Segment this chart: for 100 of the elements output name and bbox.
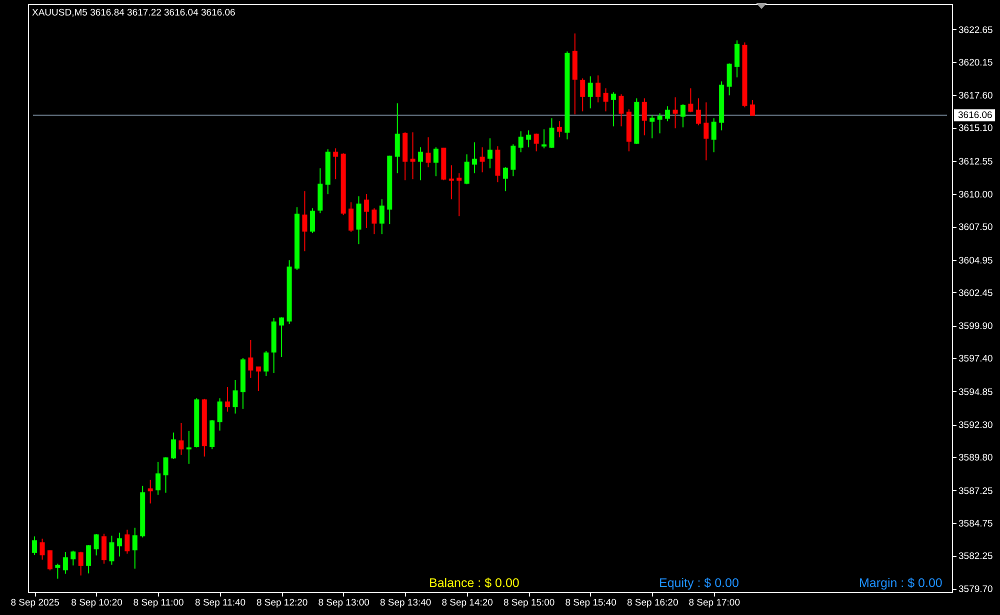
candlestick	[642, 98, 647, 136]
annotation: Balance : $ 0.00	[429, 576, 520, 590]
candlestick	[310, 208, 315, 234]
candlestick	[55, 563, 60, 580]
x-tick-label: 8 Sep 15:00	[503, 598, 555, 608]
candlestick	[248, 340, 254, 378]
candlestick	[472, 142, 478, 174]
y-tick-label: 3617.60	[958, 90, 993, 102]
y-tick-label: 3582.25	[958, 551, 993, 562]
candlestick	[32, 536, 38, 556]
candlestick	[526, 130, 532, 148]
candlestick	[256, 366, 261, 392]
candlestick	[618, 94, 624, 127]
candlestick	[62, 552, 68, 574]
candlestick	[688, 88, 694, 113]
candlestick	[448, 164, 454, 200]
y-tick-label: 3589.80	[958, 452, 993, 464]
candlestick	[464, 154, 470, 185]
chart-title: XAUUSD,M5 3616.84 3617.22 3616.04 3616.06	[32, 8, 236, 18]
y-tick-label: 3612.55	[958, 156, 993, 168]
candlestick	[279, 316, 284, 358]
candlestick	[665, 106, 670, 122]
candlestick	[225, 386, 230, 412]
annotation: Margin : $ 0.00	[859, 576, 942, 590]
candlestick	[264, 350, 269, 376]
x-tick-label: 8 Sep 11:40	[195, 598, 246, 608]
candlestick	[178, 422, 184, 456]
candlestick	[156, 461, 161, 496]
y-tick-label: 3604.95	[958, 255, 993, 266]
candlestick	[410, 132, 416, 180]
candlestick	[433, 146, 438, 177]
candlestick	[47, 550, 52, 571]
y-tick-label: 3594.85	[958, 386, 993, 398]
x-tick-label: 8 Sep 16:20	[626, 598, 678, 608]
candlestick	[603, 88, 608, 112]
candlestick	[170, 432, 176, 460]
candlestick	[596, 74, 601, 103]
candlestick	[379, 198, 384, 235]
candlestick	[232, 379, 238, 414]
candlestick	[86, 544, 92, 574]
candlestick	[534, 133, 539, 152]
candlestick	[611, 92, 616, 127]
x-tick-label: 8 Sep 2025	[10, 598, 60, 608]
candlestick	[542, 128, 547, 149]
candlestick	[726, 62, 732, 96]
candlestick	[364, 194, 369, 228]
x-tick-label: 8 Sep 13:00	[318, 598, 370, 608]
candlestick	[109, 535, 114, 566]
y-tick-label: 3587.25	[958, 486, 993, 497]
y-tick-label: 3622.65	[958, 24, 993, 36]
candlestick	[186, 430, 192, 464]
candlestick	[750, 100, 755, 116]
candlestick	[650, 114, 655, 139]
x-tick-label: 8 Sep 12:20	[256, 598, 308, 608]
ref-line-label: 3616.06	[958, 110, 992, 122]
candlestick	[580, 78, 586, 112]
candlestick	[549, 118, 554, 148]
candlestick	[348, 202, 354, 232]
candlestick	[680, 104, 686, 128]
y-tick-label: 3592.30	[958, 420, 993, 432]
x-tick-label: 8 Sep 10:20	[71, 598, 122, 608]
y-tick-label: 3620.15	[958, 57, 993, 68]
candlestick	[302, 190, 308, 252]
y-tick-label: 3607.50	[958, 222, 993, 234]
candlestick	[148, 479, 153, 504]
candlestick	[696, 98, 701, 126]
x-tick-label: 8 Sep 13:40	[380, 598, 432, 608]
y-tick-label: 3579.70	[958, 584, 993, 596]
candlestick	[734, 40, 740, 78]
annotation: Equity : $ 0.00	[659, 576, 739, 590]
candlestick	[78, 551, 84, 576]
candlestick	[456, 172, 462, 217]
candlestick	[657, 112, 662, 134]
candlestick	[116, 532, 122, 557]
candlestick	[372, 208, 377, 235]
candlestick	[588, 76, 593, 109]
candlestick	[333, 148, 338, 180]
candlestick	[70, 550, 76, 566]
candlestick	[40, 538, 45, 560]
candlestick	[556, 120, 562, 138]
x-tick-label: 8 Sep 11:00	[133, 598, 184, 608]
candlestick	[510, 144, 516, 177]
candlestick	[672, 96, 678, 129]
x-tick-label: 8 Sep 17:00	[688, 598, 740, 608]
candlestick	[418, 146, 424, 181]
y-tick-label: 3584.75	[958, 518, 993, 530]
candlestick	[518, 130, 524, 153]
candlestick	[480, 146, 485, 173]
candlestick	[488, 138, 492, 169]
y-tick-label: 3599.90	[958, 321, 993, 332]
y-tick-label: 3602.45	[958, 288, 993, 299]
candlestick	[217, 398, 222, 432]
candlestick	[704, 102, 709, 161]
y-tick-label: 3597.40	[958, 354, 993, 365]
candlestick	[94, 534, 99, 556]
candlestick	[163, 456, 168, 494]
y-tick-label: 3615.10	[958, 123, 993, 134]
candlestick	[102, 533, 107, 564]
x-tick-label: 8 Sep 15:40	[565, 598, 616, 608]
candlestick	[124, 529, 130, 554]
